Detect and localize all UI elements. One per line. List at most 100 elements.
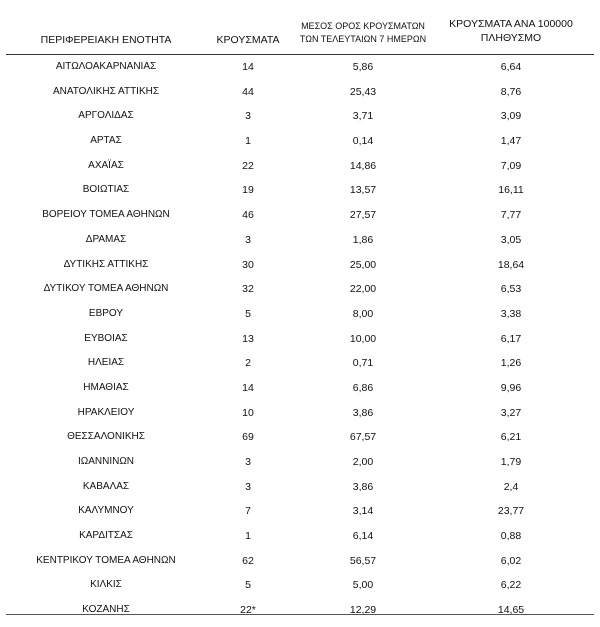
- row-per100k: 8,76: [500, 85, 522, 98]
- cases-table: ΠΕΡΙΦΕΡΕΙΑΚΗ ΕΝΟΤΗΤΑ ΚΡΟΥΣΜΑΤΑ ΜΕΣΟΣ ΟΡΟ…: [6, 0, 594, 627]
- row-avg7: 3,86: [352, 480, 374, 493]
- row-avg7: 3,14: [352, 505, 374, 518]
- header-avg7-line2: ΤΩΝ ΤΕΛΕΥΤΑΙΩΝ 7 ΗΜΕΡΩΝ: [299, 34, 427, 44]
- row-per100k: 1,79: [500, 456, 522, 468]
- table-row: ΒΟΡΕΙΟΥ ΤΟΜΕΑ ΑΘΗΝΩΝ 46 27,57 7,77: [6, 203, 594, 228]
- row-cases: 14: [242, 61, 254, 73]
- row-per100k: 18,64: [497, 258, 525, 271]
- row-region: ΑΡΤΑΣ: [90, 135, 122, 147]
- table-row: ΚΟΖΑΝΗΣ 22* 12,29 14,65: [6, 598, 594, 623]
- header-cases: ΚΡΟΥΣΜΑΤΑ: [216, 34, 280, 46]
- row-avg7: 22,00: [349, 283, 377, 296]
- row-region: ΘΕΣΣΑΛΟΝΙΚΗΣ: [67, 431, 145, 443]
- table-row: ΒΟΙΩΤΙΑΣ 19 13,57 16,11: [6, 178, 594, 203]
- row-avg7: 10,00: [349, 332, 377, 345]
- row-cases: 1: [245, 530, 251, 543]
- table-row: ΔΥΤΙΚΗΣ ΑΤΤΙΚΗΣ 30 25,00 18,64: [6, 253, 594, 278]
- row-region: ΒΟΡΕΙΟΥ ΤΟΜΕΑ ΑΘΗΝΩΝ: [42, 209, 170, 221]
- header-avg7: ΜΕΣΟΣ ΟΡΟΣ ΚΡΟΥΣΜΑΤΩΝ ΤΩΝ ΤΕΛΕΥΤΑΙΩΝ 7 Η…: [290, 20, 436, 46]
- row-region: ΑΙΤΩΛΟΑΚΑΡΝΑΝΙΑΣ: [55, 61, 157, 72]
- table-row: ΚΕΝΤΡΙΚΟΥ ΤΟΜΕΑ ΑΘΗΝΩΝ 62 56,57 6,02: [6, 549, 594, 574]
- row-per100k: 6,64: [500, 61, 522, 73]
- header-avg7-line1: ΜΕΣΟΣ ΟΡΟΣ ΚΡΟΥΣΜΑΤΩΝ: [301, 21, 425, 31]
- table-row: ΑΧΑΪΑΣ 22 14,86 7,09: [6, 154, 594, 179]
- header-per100k-line1: ΚΡΟΥΣΜΑΤΑ ΑΝΑ 100000: [449, 18, 573, 30]
- row-avg7: 8,00: [352, 307, 374, 320]
- row-per100k: 6,53: [500, 283, 522, 296]
- row-region: ΕΥΒΟΙΑΣ: [84, 332, 128, 344]
- row-avg7: 12,29: [349, 604, 377, 617]
- row-region: ΕΒΡΟΥ: [88, 307, 124, 319]
- row-per100k: 16,11: [498, 184, 524, 197]
- table-row: ΔΥΤΙΚΟΥ ΤΟΜΕΑ ΑΘΗΝΩΝ 32 22,00 6,53: [6, 277, 594, 302]
- table-row: ΑΡΤΑΣ 1 0,14 1,47: [6, 129, 594, 154]
- row-per100k: 6,02: [500, 554, 522, 567]
- table-row: ΙΩΑΝΝΙΝΩΝ 3 2,00 1,79: [6, 450, 594, 475]
- row-region: ΚΟΖΑΝΗΣ: [82, 604, 130, 616]
- table-row: ΕΥΒΟΙΑΣ 13 10,00 6,17: [6, 327, 594, 352]
- table-row: ΑΙΤΩΛΟΑΚΑΡΝΑΝΙΑΣ 14 5,86 6,64: [6, 55, 594, 80]
- row-cases: 3: [245, 110, 251, 123]
- row-per100k: 0,88: [500, 530, 522, 543]
- table-row: ΚΑΡΔΙΤΣΑΣ 1 6,14 0,88: [6, 524, 594, 549]
- row-cases: 32: [242, 283, 254, 296]
- row-avg7: 0,71: [352, 357, 374, 370]
- row-cases: 14: [242, 381, 254, 394]
- row-region: ΗΛΕΙΑΣ: [87, 357, 125, 369]
- row-cases: 44: [242, 85, 254, 98]
- row-cases: 19: [242, 184, 254, 197]
- row-per100k: 1,47: [500, 135, 522, 148]
- row-per100k: 3,09: [500, 110, 522, 123]
- row-cases: 3: [245, 456, 251, 468]
- row-region: ΚΑΒΑΛΑΣ: [82, 480, 130, 492]
- row-avg7: 6,86: [352, 381, 374, 394]
- row-region: ΚΙΛΚΙΣ: [90, 579, 122, 591]
- row-cases: 69: [242, 431, 254, 444]
- row-region: ΗΡΑΚΛΕΙΟΥ: [77, 406, 135, 418]
- header-region: ΠΕΡΙΦΕΡΕΙΑΚΗ ΕΝΟΤΗΤΑ: [40, 34, 172, 46]
- row-region: ΔΥΤΙΚΗΣ ΑΤΤΙΚΗΣ: [63, 258, 149, 270]
- row-cases: 5: [245, 307, 251, 320]
- table-row: ΚΑΛΥΜΝΟΥ 7 3,14 23,77: [6, 499, 594, 524]
- row-cases: 1: [245, 135, 251, 148]
- row-cases: 3: [245, 480, 251, 493]
- row-avg7: 14,86: [349, 159, 377, 172]
- table-row: ΗΛΕΙΑΣ 2 0,71 1,26: [6, 351, 594, 376]
- row-cases: 10: [242, 406, 254, 419]
- row-per100k: 3,05: [500, 233, 522, 246]
- table-body: ΑΙΤΩΛΟΑΚΑΡΝΑΝΙΑΣ 14 5,86 6,64 ΑΝΑΤΟΛΙΚΗΣ ΑΤΤ…: [6, 55, 594, 623]
- row-per100k: 9,96: [500, 381, 522, 394]
- row-per100k: 2,4: [503, 480, 519, 493]
- table-row: ΚΑΒΑΛΑΣ 3 3,86 2,4: [6, 475, 594, 500]
- row-cases: 3: [245, 233, 251, 246]
- row-cases: 7: [245, 505, 251, 518]
- row-avg7: 2,00: [352, 456, 374, 468]
- row-region: ΔΡΑΜΑΣ: [85, 233, 127, 245]
- table-row: ΗΜΑΘΙΑΣ 14 6,86 9,96: [6, 376, 594, 401]
- row-region: ΒΟΙΩΤΙΑΣ: [82, 184, 130, 196]
- row-avg7: 3,71: [352, 110, 374, 123]
- table-row: ΑΝΑΤΟΛΙΚΗΣ ΑΤΤΙΚΗΣ 44 25,43 8,76: [6, 80, 594, 105]
- row-avg7: 3,86: [352, 406, 374, 419]
- row-per100k: 3,38: [500, 307, 522, 320]
- row-cases: 30: [242, 258, 254, 271]
- row-per100k: 6,21: [500, 431, 522, 444]
- row-cases: 22: [242, 159, 254, 172]
- table-row: ΚΙΛΚΙΣ 5 5,00 6,22: [6, 573, 594, 598]
- row-per100k: 3,27: [500, 406, 522, 419]
- row-avg7: 5,86: [352, 61, 374, 73]
- row-per100k: 1,26: [500, 357, 522, 370]
- table-row: ΔΡΑΜΑΣ 3 1,86 3,05: [6, 228, 594, 253]
- row-region: ΙΩΑΝΝΙΝΩΝ: [77, 456, 135, 467]
- row-per100k: 7,09: [500, 159, 522, 172]
- row-region: ΚΕΝΤΡΙΚΟΥ ΤΟΜΕΑ ΑΘΗΝΩΝ: [36, 554, 176, 566]
- header-per100k: ΚΡΟΥΣΜΑΤΑ ΑΝΑ 100000 ΠΛΗΘΥΣΜΟ: [436, 17, 586, 45]
- row-avg7: 67,57: [349, 431, 377, 444]
- header-per100k-line2: ΠΛΗΘΥΣΜΟ: [480, 32, 542, 44]
- row-per100k: 14,65: [497, 604, 525, 617]
- row-region: ΑΧΑΪΑΣ: [88, 159, 124, 171]
- table-row: ΘΕΣΣΑΛΟΝΙΚΗΣ 69 67,57 6,21: [6, 425, 594, 450]
- row-per100k: 23,77: [497, 505, 525, 518]
- row-region: ΚΑΡΔΙΤΣΑΣ: [79, 530, 133, 542]
- row-cases: 22*: [240, 604, 256, 617]
